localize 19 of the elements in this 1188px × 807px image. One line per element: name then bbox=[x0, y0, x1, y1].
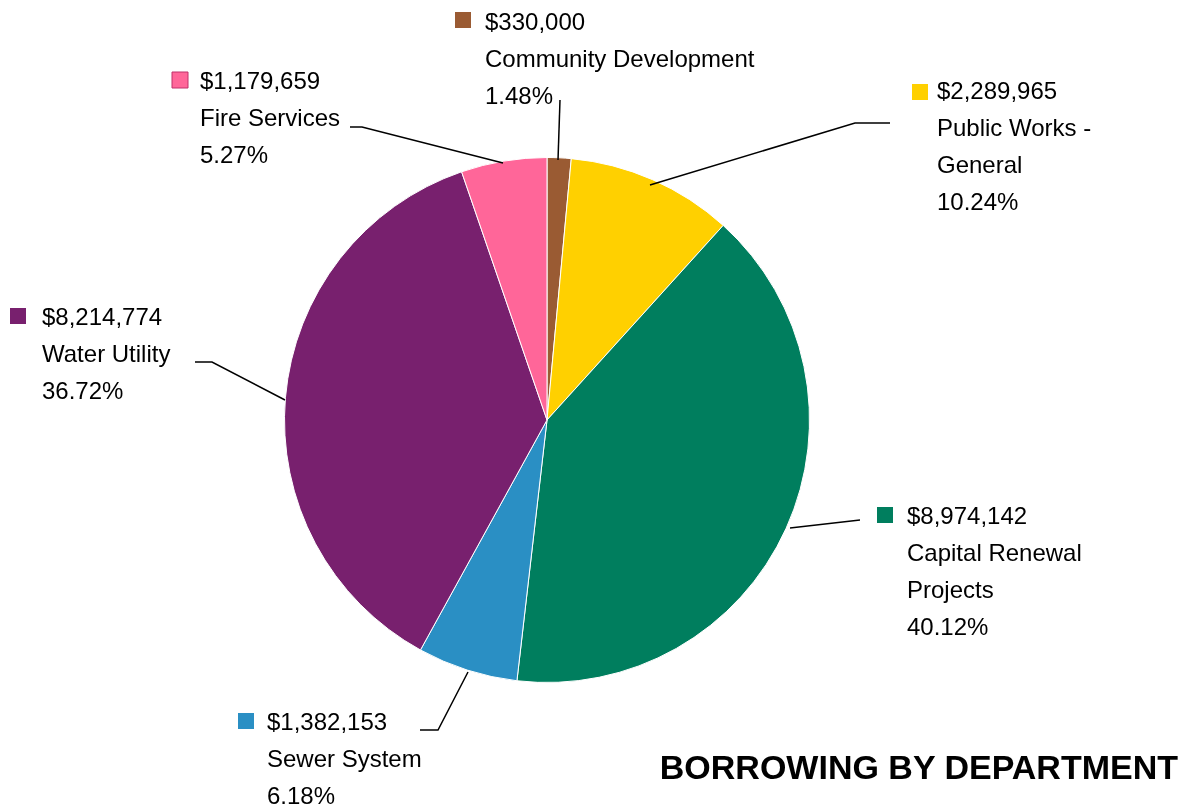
data-label: $2,289,965 bbox=[937, 76, 1058, 104]
data-label: $8,214,774 bbox=[42, 302, 163, 330]
legend-label: Capital Renewal Projects bbox=[907, 538, 1082, 603]
text: 1.48% bbox=[485, 81, 554, 109]
legend-label: Fire Services bbox=[200, 103, 341, 131]
data-label: $8,974,142 bbox=[907, 501, 1028, 529]
text: 40.12% bbox=[907, 612, 989, 640]
legend-label: Community Development bbox=[485, 44, 755, 72]
text: 10.24% bbox=[937, 187, 1019, 215]
legend-label: Water Utility bbox=[42, 339, 171, 367]
legend-label: Sewer System bbox=[267, 744, 422, 772]
data-label: $1,382,153 bbox=[267, 707, 388, 735]
text: 36.72% bbox=[42, 376, 124, 404]
data-label: $1,179,659 bbox=[200, 66, 321, 94]
text: BORROWING BY DEPARTMENT bbox=[659, 748, 1178, 787]
text: 5.27% bbox=[200, 140, 269, 168]
legend-label: Public Works - General bbox=[937, 113, 1092, 178]
data-label: $330,000 bbox=[485, 7, 586, 35]
text: 6.18% bbox=[267, 781, 336, 807]
